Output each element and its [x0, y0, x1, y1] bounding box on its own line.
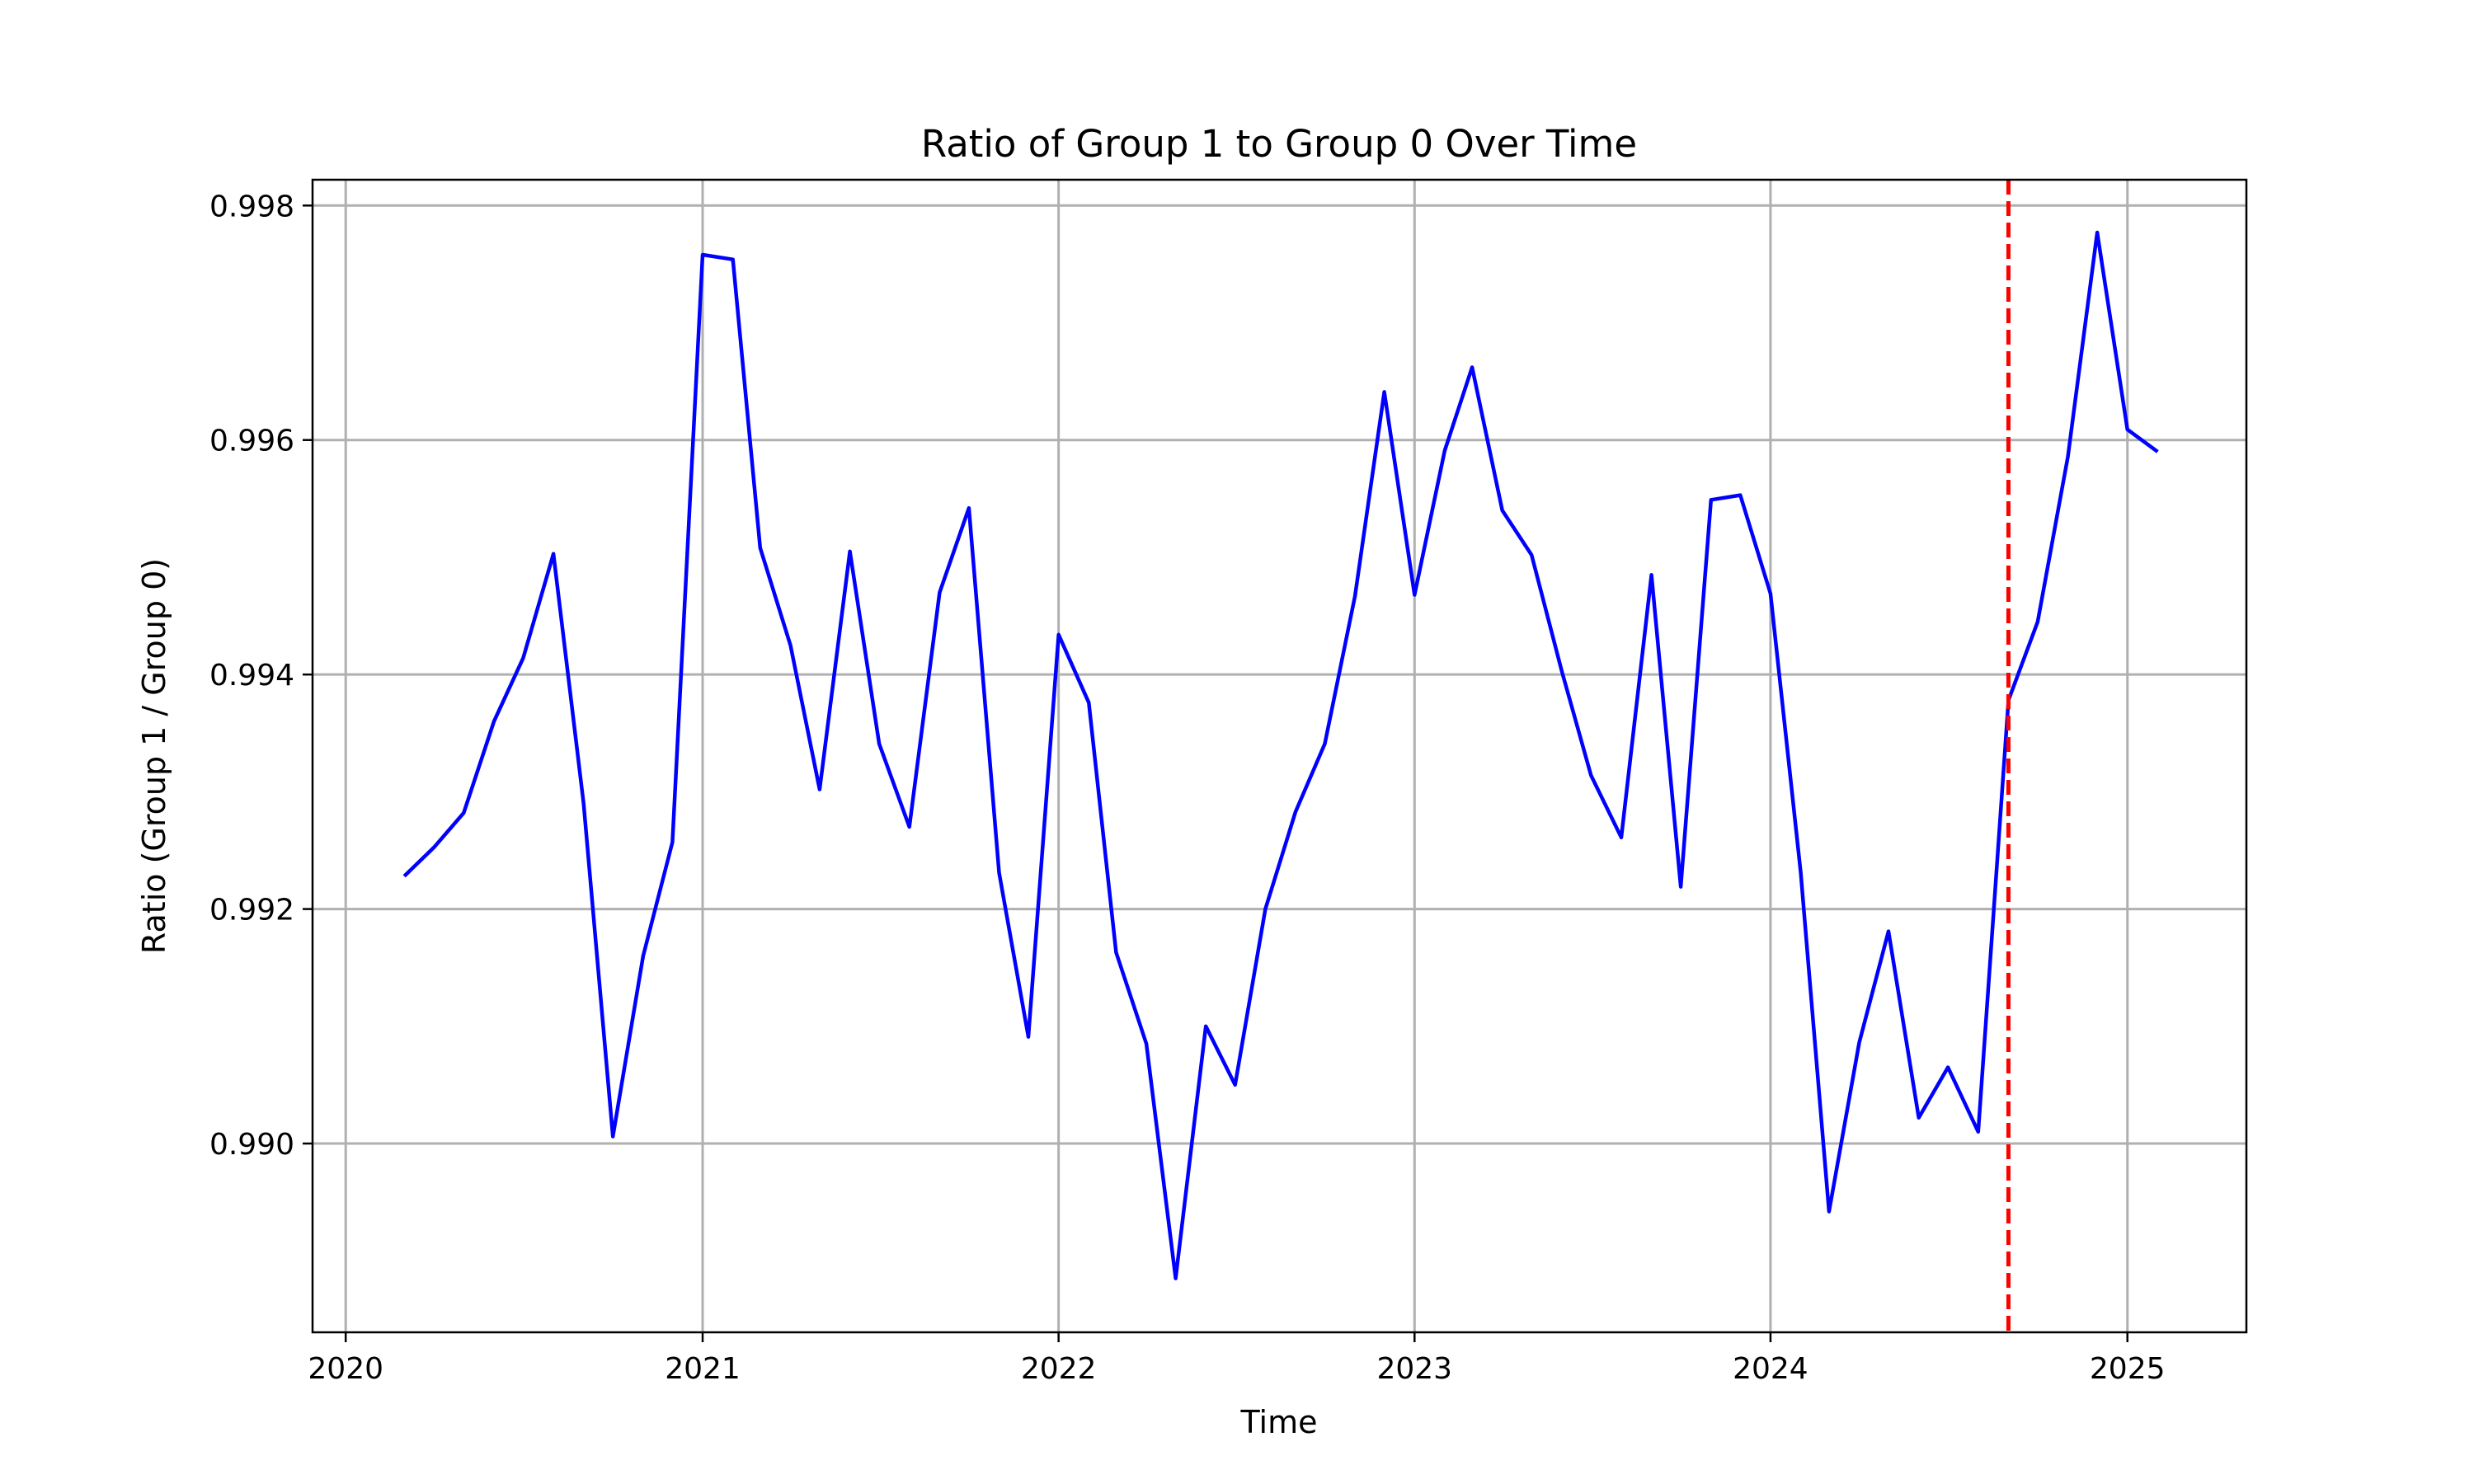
x-tick-label: 2024	[1733, 1352, 1808, 1386]
plot-frame	[311, 178, 2248, 1334]
data-layer	[402, 180, 2159, 1332]
y-tick-label: 0.996	[209, 425, 294, 458]
x-tick-label: 2022	[1021, 1352, 1097, 1386]
axis-ticks: 2020 2021 2022 2023 2024 2025 0.990 0.992 0.994 0…	[209, 190, 2166, 1386]
x-tick-label: 2021	[665, 1352, 741, 1386]
x-axis-label: Time	[1240, 1404, 1318, 1440]
y-tick-label: 0.990	[209, 1128, 294, 1162]
series-line	[402, 230, 2159, 1280]
y-tick-label: 0.998	[209, 190, 294, 223]
chart-title: Ratio of Group 1 to Group 0 Over Time	[921, 122, 1637, 166]
x-tick-label: 2020	[308, 1352, 383, 1386]
y-tick-label: 0.994	[209, 659, 294, 693]
grid	[313, 180, 2246, 1332]
x-tick-label: 2023	[1376, 1352, 1452, 1386]
x-tick-label: 2025	[2090, 1352, 2166, 1386]
y-tick-label: 0.992	[209, 894, 294, 928]
y-axis-label: Ratio (Group 1 / Group 0)	[136, 558, 172, 954]
